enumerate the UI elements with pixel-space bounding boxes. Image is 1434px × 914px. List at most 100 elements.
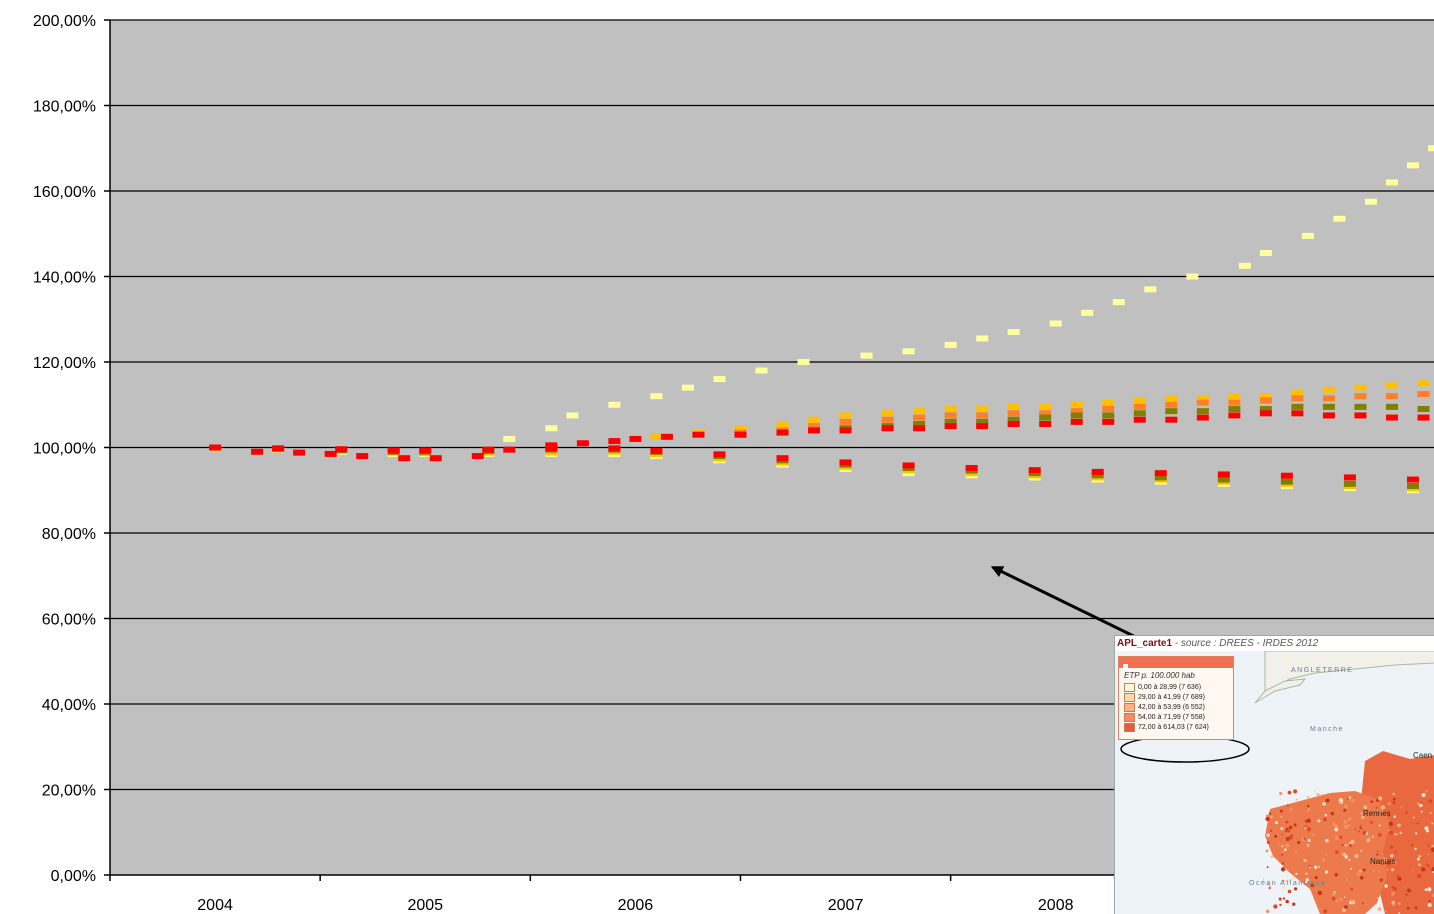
map-dot-45: [1284, 848, 1287, 851]
map-dot-190: [1325, 870, 1328, 873]
map-dot-81: [1271, 856, 1273, 858]
map-dot-43: [1289, 810, 1291, 812]
legend-label-1: 29,00 à 41,99 (7 689): [1138, 694, 1205, 701]
y-tick-label-7: 140,00%: [33, 270, 96, 287]
series-4-point-16: [1165, 417, 1177, 423]
series-3-point-21: [1417, 406, 1429, 412]
map-dot-73: [1335, 899, 1338, 902]
series-0-point-8: [798, 359, 810, 365]
map-dot-152: [1288, 791, 1292, 795]
series-1-point-15: [1165, 395, 1177, 401]
map-dot-212: [1428, 799, 1432, 803]
map-dot-44: [1370, 800, 1373, 803]
map-dot-61: [1359, 870, 1362, 873]
series-8-point-4: [419, 447, 431, 453]
map-dot-52: [1339, 836, 1342, 839]
map-dot-19: [1335, 873, 1338, 876]
series-4-point-18: [1228, 412, 1240, 418]
map-dot-191: [1391, 901, 1395, 905]
map-dot-68: [1427, 853, 1429, 855]
legend-label-3: 54,00 à 71,99 (7 558): [1138, 714, 1205, 721]
map-dot-39: [1406, 894, 1408, 896]
series-1-point-9: [976, 406, 988, 412]
map-dot-15: [1414, 848, 1416, 850]
map-dot-178: [1307, 810, 1309, 812]
map-dot-119: [1307, 805, 1310, 808]
series-0-point-18: [1186, 274, 1198, 280]
map-dot-245: [1309, 866, 1311, 868]
map-dot-182: [1282, 862, 1285, 865]
map-dot-227: [1350, 888, 1353, 891]
series-2-point-6: [913, 415, 925, 421]
map-dot-86: [1280, 816, 1282, 818]
series-2-point-9: [1008, 410, 1020, 416]
series-8-point-3: [388, 447, 400, 453]
map-dot-85: [1425, 888, 1428, 891]
map-dot-161: [1378, 877, 1380, 879]
series-0-point-6: [713, 376, 725, 382]
map-dot-12: [1358, 831, 1360, 833]
map-dot-130: [1343, 897, 1345, 899]
series-1-point-20: [1323, 387, 1335, 393]
series-7-point-19: [1344, 481, 1356, 487]
map-dot-236: [1430, 812, 1432, 814]
y-tick-labels: 0,00%20,00%40,00%60,00%80,00%100,00%120,…: [33, 13, 96, 885]
series-2-point-21: [1386, 393, 1398, 399]
y-tick-label-4: 80,00%: [42, 526, 96, 543]
map-dot-151: [1333, 894, 1335, 896]
map-dot-165: [1295, 873, 1297, 875]
series-1-point-0: [650, 434, 662, 440]
map-dot-69: [1331, 812, 1334, 815]
series-4-point-2: [692, 432, 704, 438]
map-dot-89: [1292, 903, 1295, 906]
map-dot-36: [1377, 897, 1379, 899]
map-dot-134: [1393, 798, 1396, 801]
legend-rows: 0,00 à 28,99 (7 636)29,00 à 41,99 (7 689…: [1119, 682, 1233, 732]
map-dot-154: [1269, 812, 1271, 814]
series-4-point-9: [945, 423, 957, 429]
map-dot-30: [1267, 834, 1270, 837]
series-9-point-10: [608, 438, 620, 444]
map-dot-111: [1378, 907, 1382, 911]
label-angleterre: ANGLETERRE: [1291, 667, 1353, 674]
series-8-point-12: [903, 462, 915, 468]
series-0-point-20: [1260, 250, 1272, 256]
map-dot-231: [1333, 891, 1336, 894]
map-dot-64: [1274, 835, 1277, 838]
map-dot-259: [1376, 854, 1378, 856]
map-dot-192: [1332, 897, 1336, 901]
map-dot-29: [1389, 822, 1393, 826]
series-9-point-3: [356, 453, 368, 459]
series-4-point-23: [1386, 415, 1398, 421]
map-dot-128: [1343, 820, 1347, 824]
map-dot-234: [1344, 905, 1348, 909]
map-dot-105: [1317, 819, 1320, 822]
map-dot-237: [1269, 888, 1271, 890]
series-8-point-1: [272, 445, 284, 451]
inset-title-bar: APL_carte1 - source : DREES - IRDES 2012: [1115, 636, 1434, 651]
inset-source-prefix: - source :: [1172, 638, 1219, 649]
series-4-point-5: [808, 427, 820, 433]
map-dot-257: [1267, 841, 1270, 844]
map-dot-135: [1313, 790, 1316, 793]
map-dot-27: [1270, 830, 1273, 833]
map-dot-217: [1393, 887, 1397, 891]
map-dot-246: [1270, 816, 1272, 818]
map-dot-196: [1397, 824, 1400, 827]
map-dot-2: [1279, 897, 1282, 900]
map-dot-0: [1348, 859, 1350, 861]
inset-map-panel: APL_carte1 - source : DREES - IRDES 2012…: [1114, 635, 1434, 914]
series-4-point-10: [976, 423, 988, 429]
map-dot-137: [1349, 844, 1352, 847]
series-2-point-16: [1228, 400, 1240, 406]
map-dot-34: [1417, 823, 1419, 825]
map-dot-47: [1389, 830, 1393, 834]
map-dot-199: [1407, 888, 1411, 892]
map-dot-76: [1322, 793, 1324, 795]
map-dot-255: [1325, 814, 1328, 817]
x-tick-label-4: 2008: [1038, 897, 1074, 913]
map-dot-156: [1303, 859, 1306, 862]
series-4-point-14: [1102, 419, 1114, 425]
map-dot-123: [1290, 808, 1293, 811]
legend-row-3: 54,00 à 71,99 (7 558): [1124, 712, 1233, 722]
